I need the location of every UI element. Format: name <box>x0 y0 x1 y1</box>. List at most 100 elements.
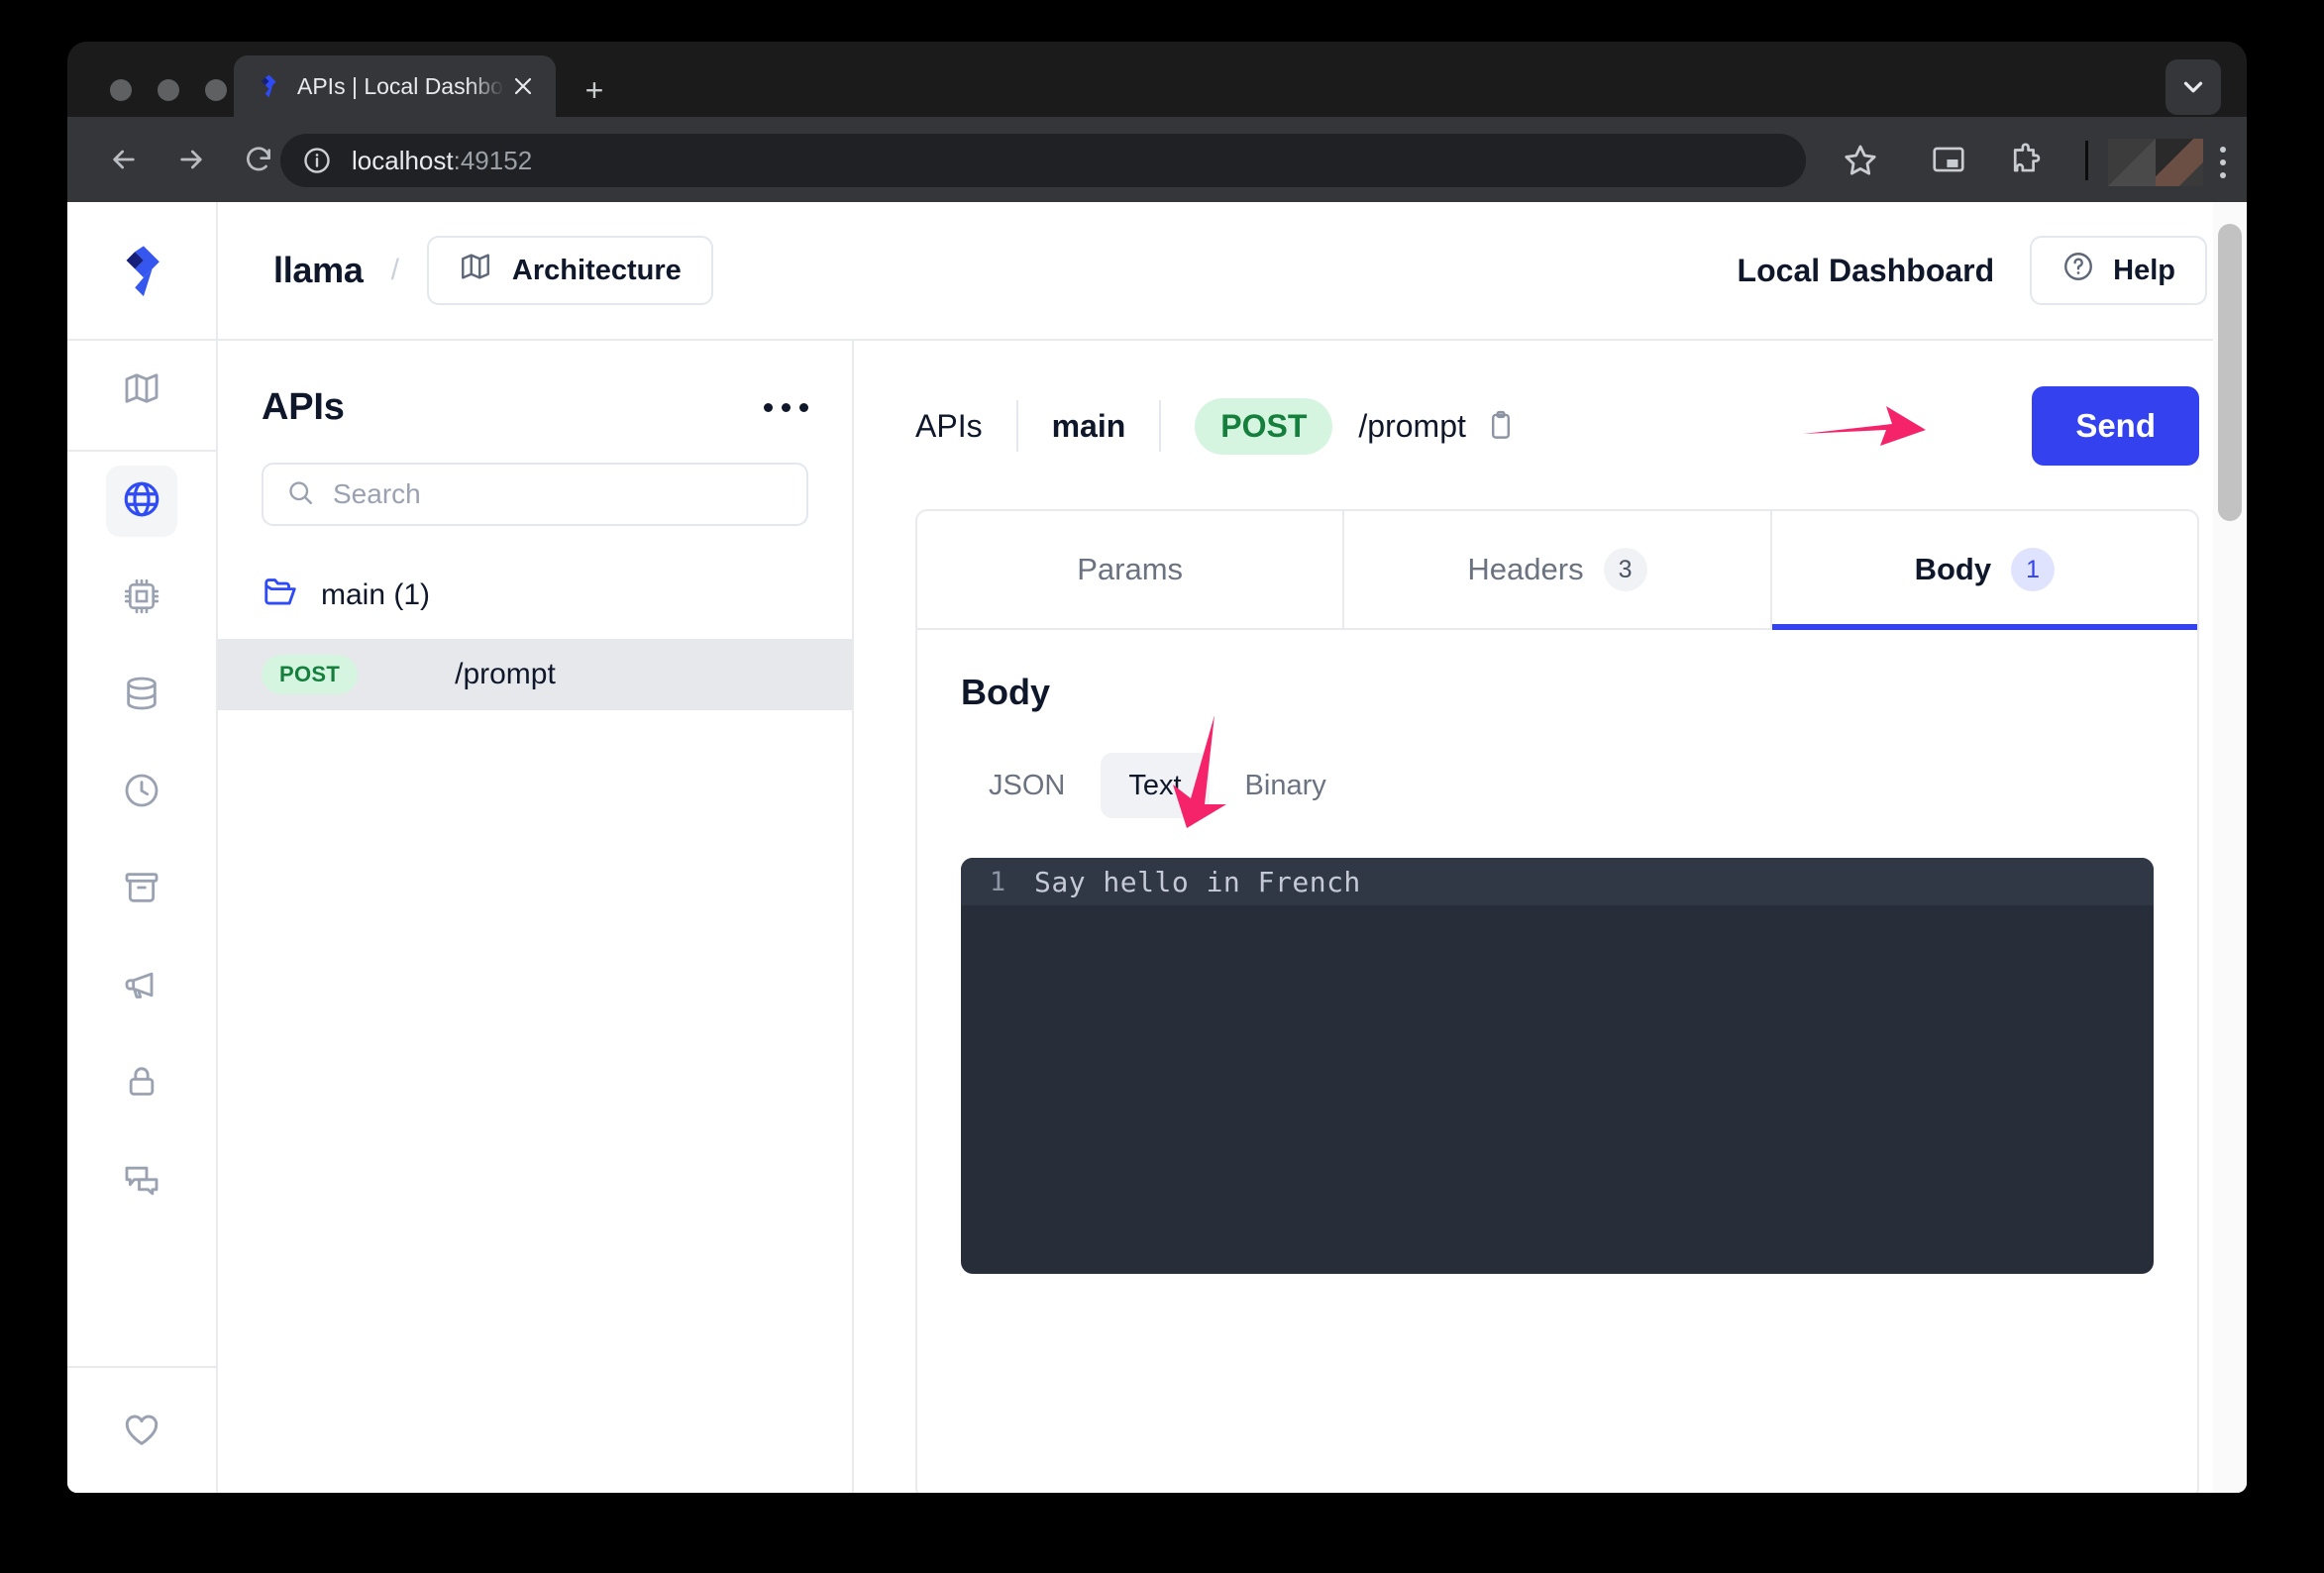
sidebar-item-secrets[interactable] <box>106 1048 177 1119</box>
three-dot-menu-icon[interactable] <box>2207 139 2239 186</box>
page-scrollbar-thumb[interactable] <box>2218 224 2242 521</box>
tab-params[interactable]: Params <box>917 511 1345 628</box>
url-host: localhost <box>352 145 454 175</box>
browser-toolbar: localhost:49152 <box>67 117 2247 202</box>
sidebar-item-topics[interactable] <box>106 951 177 1022</box>
window-traffic-lights[interactable] <box>110 79 227 101</box>
info-circle-icon[interactable] <box>300 144 334 177</box>
tab-body-label: Body <box>1914 552 1992 586</box>
avatar[interactable] <box>2108 139 2156 186</box>
puzzle-piece-icon[interactable] <box>2007 141 2047 180</box>
archive-box-icon <box>122 868 161 912</box>
apis-list-panel: APIs Search <box>218 341 854 1493</box>
content-split: APIs Search <box>218 341 2247 1493</box>
globe-icon <box>121 478 162 525</box>
body-type-json[interactable]: JSON <box>989 769 1066 801</box>
nitric-logo-icon[interactable] <box>67 202 216 341</box>
breadcrumb-apis[interactable]: APIs <box>915 407 983 444</box>
rail-primary-group <box>106 341 177 450</box>
api-folder-main[interactable]: main (1) <box>218 552 852 639</box>
request-toolbar: APIs main POST /prompt Send <box>915 386 2199 466</box>
profile-avatars[interactable] <box>2108 139 2203 186</box>
help-button[interactable]: Help <box>2030 236 2207 305</box>
forward-arrow-icon[interactable] <box>164 133 218 186</box>
body-section: Body JSON Text Binary 1 Say hello in Fre… <box>917 630 2197 1274</box>
close-icon[interactable] <box>506 69 540 103</box>
cpu-chip-icon <box>122 577 161 621</box>
request-path: /prompt <box>1358 407 1466 444</box>
page-viewport: llama / Architecture Local Dashboard <box>67 202 2247 1493</box>
sidebar-item-schedules[interactable] <box>106 757 177 828</box>
reload-icon[interactable] <box>232 133 285 186</box>
address-bar[interactable]: localhost:49152 <box>280 134 1806 187</box>
sidebar-item-sponsor[interactable] <box>106 1396 177 1467</box>
search-icon <box>285 477 315 512</box>
chat-bubbles-icon <box>122 1159 161 1204</box>
browser-tab[interactable]: APIs | Local Dashboard | Nitric <box>234 55 556 117</box>
search-input[interactable]: Search <box>262 463 808 526</box>
help-button-label: Help <box>2113 254 2175 286</box>
api-route-path: /prompt <box>455 658 556 690</box>
architecture-button-label: Architecture <box>511 254 682 286</box>
body-heading: Body <box>961 672 1050 712</box>
clipboard-icon[interactable] <box>1484 409 1518 443</box>
sidebar-item-services[interactable] <box>106 563 177 634</box>
tab-body-count: 1 <box>2011 548 2056 591</box>
database-icon <box>122 674 161 718</box>
sidebar-item-storage[interactable] <box>106 854 177 925</box>
picture-in-picture-icon[interactable] <box>1930 141 1969 180</box>
rail-resources-group <box>106 452 177 1242</box>
body-type-text[interactable]: Text <box>1101 753 1210 818</box>
dashboard-title: Local Dashboard <box>1737 252 1995 288</box>
sidebar-item-architecture[interactable] <box>106 355 177 426</box>
apis-panel-header: APIs <box>218 341 852 429</box>
method-badge: POST <box>262 655 359 694</box>
three-dot-menu-icon[interactable] <box>764 388 808 428</box>
tab-headers-count: 3 <box>1603 548 1647 591</box>
breadcrumb-separator: / <box>390 254 399 286</box>
breadcrumb-divider <box>1015 400 1018 452</box>
sidebar-item-apis[interactable] <box>106 466 177 537</box>
api-folder-label: main (1) <box>321 578 431 611</box>
apis-panel-title: APIs <box>262 386 345 428</box>
page-scrollbar[interactable] <box>2213 202 2247 1493</box>
sidebar-item-websockets[interactable] <box>106 1145 177 1216</box>
chevron-down-icon[interactable] <box>2166 59 2221 115</box>
body-code-editor[interactable]: 1 Say hello in French <box>961 858 2154 1274</box>
close-window-button[interactable] <box>110 79 132 101</box>
project-name: llama <box>273 250 364 290</box>
app-content: llama / Architecture Local Dashboard <box>218 202 2247 1493</box>
maximize-window-button[interactable] <box>205 79 227 101</box>
heart-icon <box>121 1409 162 1455</box>
browser-window: APIs | Local Dashboard | Nitric + <box>67 42 2247 1493</box>
api-route-item[interactable]: POST /prompt <box>218 639 852 710</box>
search-placeholder: Search <box>333 478 421 509</box>
minimize-window-button[interactable] <box>158 79 179 101</box>
folder-icon <box>262 573 299 618</box>
request-method-badge: POST <box>1195 397 1333 455</box>
icon-rail-sidebar <box>67 202 218 1493</box>
architecture-button[interactable]: Architecture <box>426 236 713 305</box>
breadcrumb-divider <box>1159 400 1162 452</box>
request-tab-row: Params Headers 3 Body 1 <box>917 511 2197 630</box>
breadcrumb-group[interactable]: main <box>1051 407 1126 444</box>
editor-line-number: 1 <box>989 866 1006 897</box>
lock-icon <box>122 1062 161 1106</box>
url-port: :49152 <box>453 145 533 175</box>
tab-params-label: Params <box>1077 552 1184 586</box>
avatar[interactable] <box>2156 139 2203 186</box>
body-type-binary[interactable]: Binary <box>1244 769 1326 801</box>
new-tab-button[interactable]: + <box>584 72 604 108</box>
star-icon[interactable] <box>1841 141 1880 180</box>
question-circle-icon <box>2061 250 2095 291</box>
back-arrow-icon[interactable] <box>97 133 151 186</box>
tab-headers[interactable]: Headers 3 <box>1344 511 1772 628</box>
map-icon <box>459 250 492 291</box>
browser-tab-strip: APIs | Local Dashboard | Nitric + <box>67 42 2247 117</box>
nitric-logo-icon <box>256 73 281 99</box>
sidebar-item-databases[interactable] <box>106 660 177 731</box>
send-button[interactable]: Send <box>2032 386 2199 466</box>
request-tabs-card: Params Headers 3 Body 1 <box>915 509 2199 1493</box>
tab-body[interactable]: Body 1 <box>1771 511 2197 630</box>
address-bar-text: localhost:49152 <box>352 146 532 176</box>
